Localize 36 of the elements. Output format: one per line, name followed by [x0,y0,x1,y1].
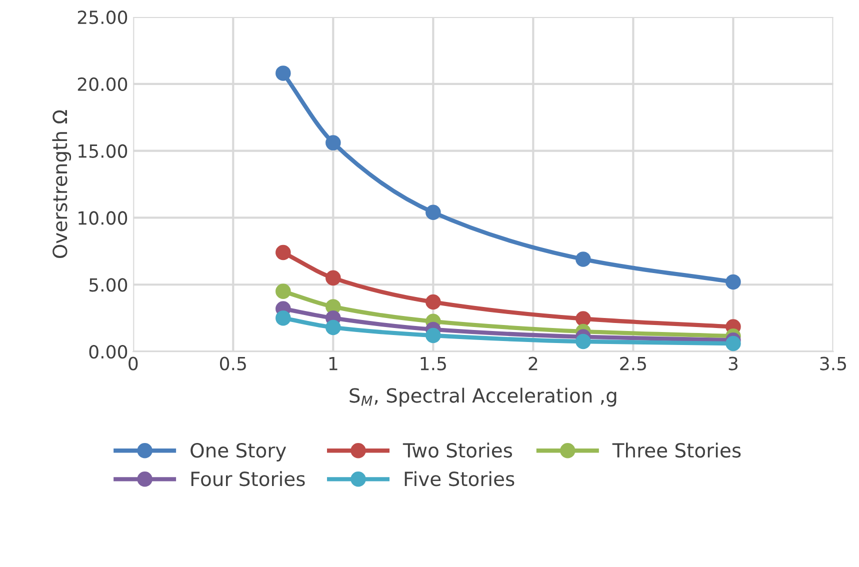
y-tick-label: 0.00 [89,345,128,359]
x-tick-label: 0.5 [220,356,246,370]
x-tick-label: 2.5 [620,356,646,370]
point [726,336,741,352]
point [576,311,591,326]
y-tick-label: 20.00 [78,77,128,92]
point [576,252,591,267]
y-tick-label: 25.00 [78,10,128,24]
x-tick-label: 1 [329,356,338,370]
point [426,294,441,310]
legend-label: One Story [190,442,286,462]
point [276,66,291,81]
point [276,310,291,326]
y-tick-label: 10.00 [78,211,128,225]
x-tick-label: 3 [728,356,738,370]
legend-label: Five Stories [404,471,514,486]
y-tick-label: 15.00 [78,144,128,158]
x-tick-label: 0 [128,356,138,370]
legend-label: Four Stories [191,471,305,486]
point [726,274,741,290]
point [576,334,591,350]
y-tick-label: 5.00 [89,278,128,292]
point [426,328,441,344]
point [326,270,341,286]
point [326,135,341,150]
point [326,320,341,336]
y-axis-title: Overstrength Ω [52,110,72,258]
x-tick-label: 1.5 [420,356,446,370]
legend-label: Three Stories [612,442,741,458]
x-axis-title: S$_{M}$, Spectral Acceleration ,g [350,388,616,407]
point [276,244,291,260]
x-tick-label: 3.5 [820,356,846,370]
x-tick-label: 2 [528,356,538,370]
point [276,284,291,299]
legend-label: Two Stories [402,442,512,458]
point [426,204,441,220]
